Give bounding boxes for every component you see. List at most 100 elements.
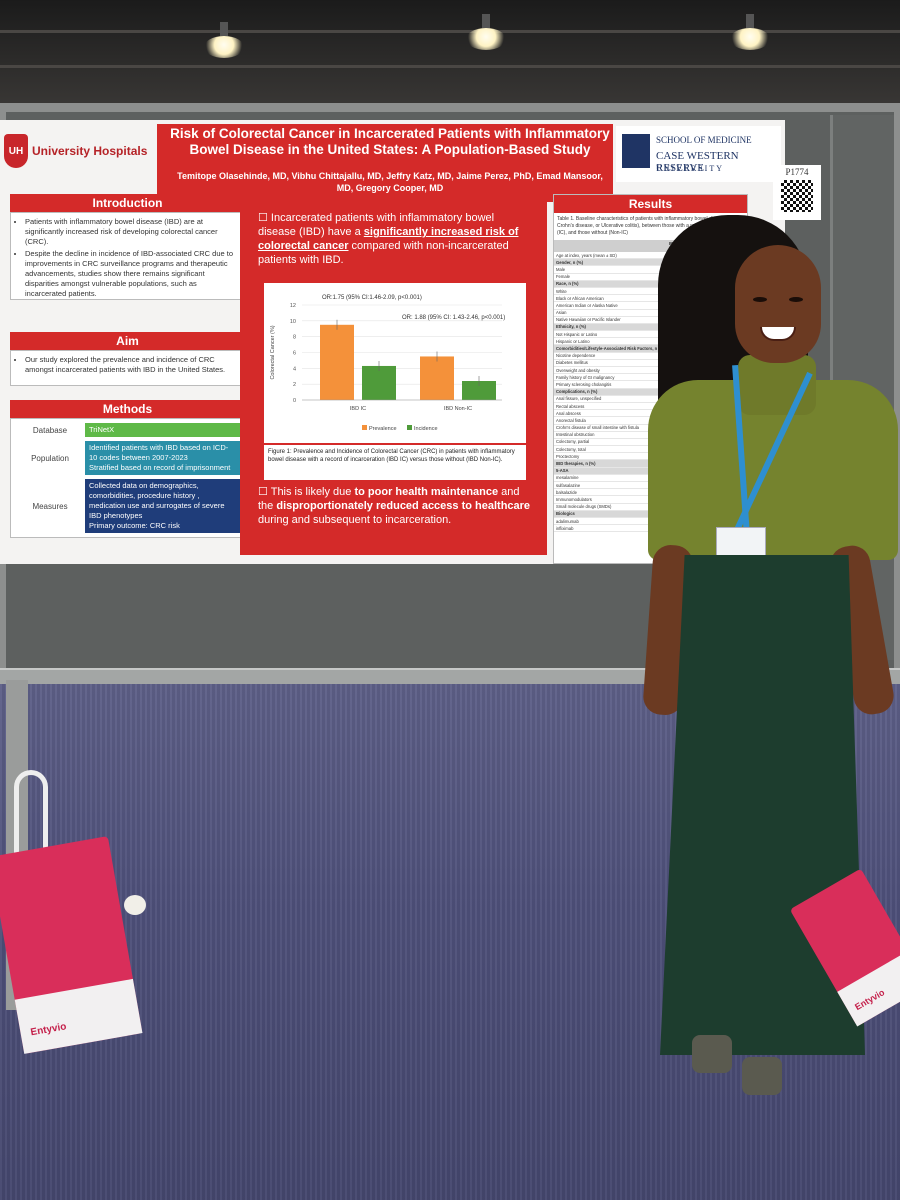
chart-annotation: OR:1.75 (95% CI:1.46-2.09, p<0.001): [322, 295, 422, 301]
legend-label: Incidence: [414, 426, 438, 432]
table-cell: Primary sclerosing cholangitis: [554, 380, 667, 389]
methods-label: Database: [32, 425, 68, 435]
finding-text: This is likely due: [270, 486, 355, 498]
table-cell: Black or African American: [554, 294, 667, 303]
methods-box: Database TriNetX Population Identified p…: [10, 418, 245, 538]
poster-title: Risk of Colorectal Cancer in Incarcerate…: [170, 126, 610, 157]
table-cell: balsalazide: [554, 488, 667, 497]
methods-item: Primary outcome: CRC risk: [89, 521, 180, 530]
bar: [320, 324, 354, 400]
results-heading: Results: [554, 195, 747, 213]
legend-swatch: [407, 425, 412, 430]
finding-text: compared with non-incarcerated patients …: [258, 240, 509, 266]
table-cell: Immunomodulators: [554, 495, 667, 504]
paper-cup: [124, 895, 146, 915]
table-cell: Overweight and obesity: [554, 366, 667, 375]
y-tick-label: 6: [293, 351, 296, 357]
uh-logo-text: University Hospitals: [32, 144, 148, 158]
qr-code-icon: [781, 180, 813, 212]
y-tick-label: 0: [293, 398, 296, 404]
introduction-box: Patients with inflammatory bowel disease…: [10, 212, 245, 300]
eye: [789, 297, 803, 302]
eye: [753, 297, 767, 302]
finding-emphasis: disproportionately reduced access to hea…: [276, 500, 531, 512]
table-cell: Family history of GI malignancy: [554, 373, 667, 382]
introduction-bullet: Patients with inflammatory bowel disease…: [25, 217, 238, 247]
finding-text: and the: [258, 486, 520, 512]
table-cell: White: [554, 287, 667, 296]
finding-emphasis: to poor health maintenance: [354, 486, 499, 498]
bar: [420, 356, 454, 400]
y-tick-label: 8: [293, 335, 296, 341]
finding-text: during and subsequent to incarceration.: [258, 514, 452, 526]
chart-annotation: OR: 1.88 (95% CI: 1.43-2.46, p<0.001): [402, 315, 505, 321]
figure-caption: Figure 1: Prevalence and Incidence of Co…: [264, 445, 526, 480]
cwru-mark-icon: [622, 134, 650, 168]
aim-bullet: Our study explored the prevalence and in…: [25, 355, 238, 375]
cwru-logo: SCHOOL OF MEDICINE CASE WESTERN RESERVE …: [616, 126, 781, 182]
shoe: [692, 1035, 732, 1073]
table-cell: Complications, n (%): [554, 388, 667, 396]
ceiling-lamp: [204, 22, 244, 58]
legend-label: Prevalence: [369, 426, 397, 432]
methods-value: Collected data on demographics, comorbid…: [85, 479, 240, 533]
title-banner: [157, 124, 613, 202]
bar: [462, 381, 496, 400]
table-cell: American Indian or Alaska Native: [554, 301, 667, 310]
methods-label: Population: [31, 453, 69, 463]
table-cell: Rectal abscess: [554, 402, 667, 411]
y-tick-label: 2: [293, 382, 296, 388]
results-table-caption: Table 1. Baseline characteristics of pat…: [557, 216, 740, 236]
y-tick-label: 4: [293, 366, 296, 372]
table-cell: Hispanic or Latino: [554, 337, 667, 346]
university-hospitals-logo: UH University Hospitals: [4, 126, 156, 176]
methods-label: Measures: [32, 501, 68, 511]
finding-bullet-2: ☐ This is likely due to poor health main…: [258, 485, 533, 527]
table-cell: infliximab: [554, 524, 667, 533]
x-tick-label: IBD IC: [350, 406, 366, 412]
methods-value: TriNetX: [85, 423, 240, 437]
ceiling-beam: [0, 30, 900, 33]
table-cell: Colectomy, partial: [554, 438, 667, 447]
table-cell: Colectomy, total: [554, 445, 667, 454]
cwru-logo-line3: UNIVERSITY: [656, 164, 724, 173]
table-cell: Gender, n (%): [554, 258, 667, 267]
y-tick-label: 12: [290, 303, 296, 309]
checkbox-icon: ☐: [258, 212, 271, 224]
table-cell: sulfasalazine: [554, 481, 667, 490]
legend-swatch: [362, 425, 367, 430]
table-header-cell: [554, 240, 667, 252]
aim-heading: Aim: [10, 332, 245, 350]
methods-item: Collected data on demographics, comorbid…: [89, 481, 225, 520]
table-cell: 5-ASA: [554, 467, 667, 475]
table-cell: Ethnicity, n (%): [554, 323, 667, 332]
table-cell: Proctectomy: [554, 452, 667, 461]
uh-shield-icon: UH: [4, 134, 28, 168]
finding-text: Incarcerated patients with inflammatory …: [258, 212, 495, 238]
bag-handle: [14, 770, 48, 880]
y-tick-label: 10: [290, 319, 296, 325]
crc-bar-chart: 0 2 4 6 8 10 12 Colorectal Cancer (%) IBD IC IBD …: [270, 295, 505, 432]
bar: [362, 365, 396, 400]
key-findings-panel: ☐ Incarcerated patients with inflammator…: [240, 195, 547, 555]
finding-bullet-1: ☐ Incarcerated patients with inflammator…: [258, 211, 533, 267]
methods-heading: Methods: [10, 400, 245, 418]
poster-number-tag: P1774: [773, 165, 821, 220]
introduction-bullet: Despite the decline in incidence of IBD-…: [25, 249, 238, 299]
ceiling: [0, 0, 900, 110]
finding-emphasis: significantly increased risk of colorect…: [258, 226, 519, 252]
table-cell: Intestinal obstruction: [554, 431, 667, 439]
smile: [760, 327, 796, 341]
table-cell: Native Hawaiian or Pacific Islander: [554, 316, 667, 324]
table-cell: Crohn's disease of small intestine with …: [554, 424, 667, 432]
presenter-face: [735, 245, 821, 363]
table-cell: Diabetes mellitus: [554, 359, 667, 368]
x-tick-label: IBD Non-IC: [444, 406, 472, 412]
methods-value: Identified patients with IBD based on IC…: [85, 441, 240, 475]
table-cell: Not Hispanic or Latino: [554, 330, 667, 339]
table-cell: adalimumab: [554, 517, 667, 526]
cwru-logo-line2: CASE WESTERN RESERVE: [656, 150, 739, 174]
table-cell: mesalamine: [554, 474, 667, 483]
table-cell: Asian: [554, 309, 667, 317]
table-cell: Small molecule drugs (SMDs): [554, 503, 667, 511]
